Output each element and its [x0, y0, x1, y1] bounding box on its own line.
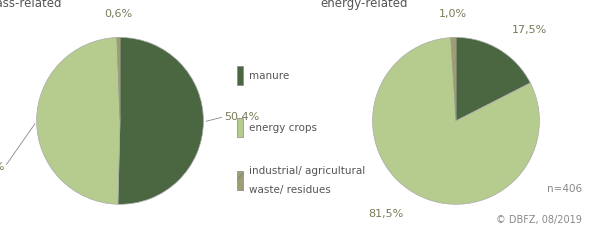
Text: waste/ residues: waste/ residues: [249, 185, 331, 195]
Text: manure: manure: [249, 71, 289, 81]
Wedge shape: [456, 37, 530, 121]
Wedge shape: [373, 38, 539, 204]
Text: energy-related: energy-related: [320, 0, 408, 10]
Wedge shape: [451, 37, 456, 121]
Text: energy crops: energy crops: [249, 123, 317, 133]
Text: 17,5%: 17,5%: [512, 25, 547, 35]
Text: 1,0%: 1,0%: [439, 9, 467, 19]
Wedge shape: [37, 37, 120, 204]
Text: 0,6%: 0,6%: [104, 9, 132, 19]
Text: industrial/ agricultural: industrial/ agricultural: [249, 166, 365, 176]
Text: 81,5%: 81,5%: [368, 209, 403, 219]
Text: 49,0%: 49,0%: [0, 162, 5, 172]
Wedge shape: [118, 37, 203, 204]
Text: 50,4%: 50,4%: [224, 112, 260, 122]
Text: © DBFZ, 08/2019: © DBFZ, 08/2019: [496, 215, 582, 225]
Text: n=406: n=406: [547, 184, 582, 194]
Text: mass-related: mass-related: [0, 0, 62, 10]
Wedge shape: [117, 37, 120, 121]
